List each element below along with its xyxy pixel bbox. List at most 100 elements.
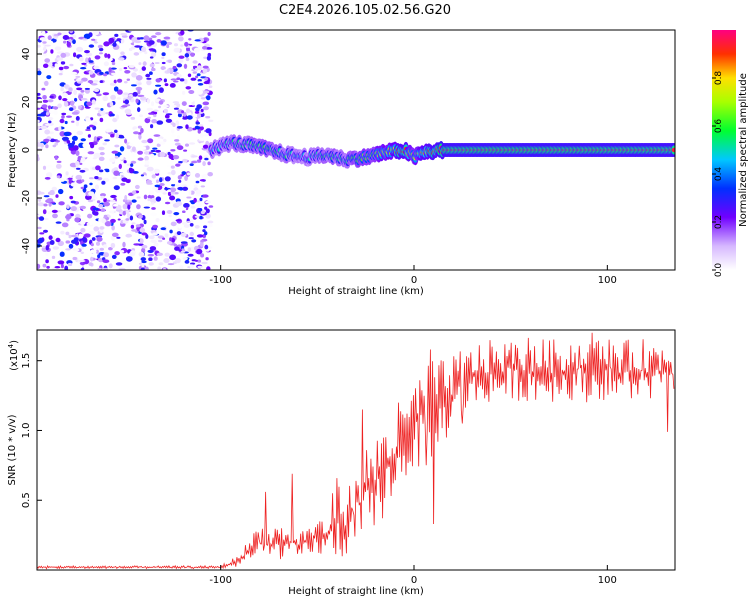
noise-speckle — [157, 235, 164, 239]
noise-speckle — [128, 252, 136, 257]
noise-speckle — [170, 191, 176, 195]
noise-speckle — [195, 189, 202, 195]
noise-speckle — [171, 33, 176, 37]
noise-speckle — [92, 207, 100, 211]
noise-speckle — [45, 111, 50, 116]
noise-speckle — [197, 83, 204, 86]
noise-speckle — [115, 132, 120, 139]
noise-speckle — [58, 126, 62, 131]
noise-speckle — [163, 105, 170, 108]
noise-speckle — [161, 56, 165, 60]
noise-speckle — [99, 71, 104, 75]
noise-speckle — [37, 70, 42, 76]
noise-speckle — [47, 99, 54, 103]
noise-speckle — [158, 239, 163, 243]
noise-speckle — [38, 48, 45, 54]
noise-speckle — [205, 116, 211, 119]
noise-speckle — [89, 182, 93, 186]
noise-speckle — [80, 138, 87, 142]
noise-speckle — [171, 128, 175, 134]
noise-speckle — [128, 167, 133, 171]
noise-speckle — [76, 167, 81, 170]
y-tick-label: 0 — [21, 147, 32, 153]
noise-speckle — [43, 108, 48, 112]
noise-speckle — [49, 189, 55, 196]
noise-speckle — [184, 260, 190, 264]
noise-speckle — [111, 254, 117, 259]
noise-speckle — [172, 122, 176, 127]
noise-speckle — [111, 225, 115, 231]
noise-speckle — [157, 266, 162, 270]
noise-speckle — [94, 107, 100, 110]
noise-speckle — [197, 65, 202, 71]
noise-speckle — [113, 86, 119, 92]
noise-speckle — [91, 99, 96, 105]
noise-speckle — [46, 198, 54, 203]
noise-speckle — [128, 95, 132, 101]
noise-speckle — [58, 201, 65, 206]
noise-speckle — [82, 143, 87, 148]
noise-speckle — [170, 165, 175, 169]
noise-speckle — [195, 180, 200, 184]
noise-speckle — [197, 265, 203, 269]
noise-speckle — [70, 100, 75, 106]
noise-speckle — [202, 161, 206, 167]
noise-speckle — [139, 238, 144, 244]
noise-speckle — [88, 60, 94, 63]
noise-speckle — [66, 140, 71, 144]
noise-speckle — [138, 251, 145, 257]
noise-speckle — [52, 144, 57, 148]
noise-speckle — [199, 179, 206, 182]
noise-speckle — [80, 155, 88, 158]
noise-speckle — [109, 210, 115, 213]
noise-speckle — [143, 35, 150, 41]
noise-speckle — [84, 88, 90, 94]
noise-speckle — [174, 246, 180, 251]
noise-speckle — [95, 165, 101, 171]
noise-speckle — [150, 149, 156, 153]
noise-speckle — [114, 251, 120, 256]
noise-speckle — [207, 161, 211, 166]
noise-speckle — [75, 121, 80, 127]
noise-speckle — [183, 63, 188, 69]
noise-speckle — [120, 32, 128, 36]
noise-speckle — [89, 124, 94, 128]
noise-speckle — [175, 120, 180, 126]
colorbar-ticks: 0.0 0.2 0.4 0.6 0.8 — [712, 71, 724, 277]
noise-speckle — [153, 109, 159, 112]
noise-speckle — [114, 155, 119, 159]
noise-speckle — [171, 180, 175, 185]
noise-speckle — [63, 65, 70, 70]
noise-speckle — [196, 159, 202, 163]
snr-y-axis-label: SNR (10 * v/v) — [7, 414, 18, 485]
noise-speckle — [47, 35, 52, 41]
noise-speckle — [196, 89, 203, 95]
noise-speckle — [52, 213, 58, 219]
noise-speckle — [124, 70, 131, 74]
noise-speckle — [154, 62, 160, 64]
noise-speckle — [152, 232, 158, 236]
noise-speckle — [87, 151, 95, 155]
noise-speckle — [208, 119, 214, 123]
noise-speckle — [148, 262, 154, 266]
noise-speckle — [203, 106, 209, 111]
noise-speckle — [190, 77, 197, 81]
noise-speckle — [96, 93, 102, 97]
noise-speckle — [199, 197, 203, 202]
noise-speckle — [120, 51, 125, 56]
noise-speckle — [169, 83, 176, 88]
noise-speckle — [112, 206, 116, 209]
y-tick-label: 1.5 — [21, 353, 32, 369]
noise-speckle — [53, 110, 58, 116]
noise-speckle — [97, 177, 103, 181]
noise-speckle — [170, 149, 176, 152]
noise-speckle — [151, 119, 158, 124]
noise-speckle — [49, 95, 54, 99]
noise-speckle — [46, 172, 53, 178]
noise-speckle — [131, 229, 138, 232]
noise-speckle — [142, 61, 147, 66]
y-tick-label: 1.0 — [21, 423, 32, 439]
noise-speckle — [173, 47, 181, 53]
noise-speckle — [164, 114, 170, 119]
noise-speckle — [68, 107, 74, 112]
